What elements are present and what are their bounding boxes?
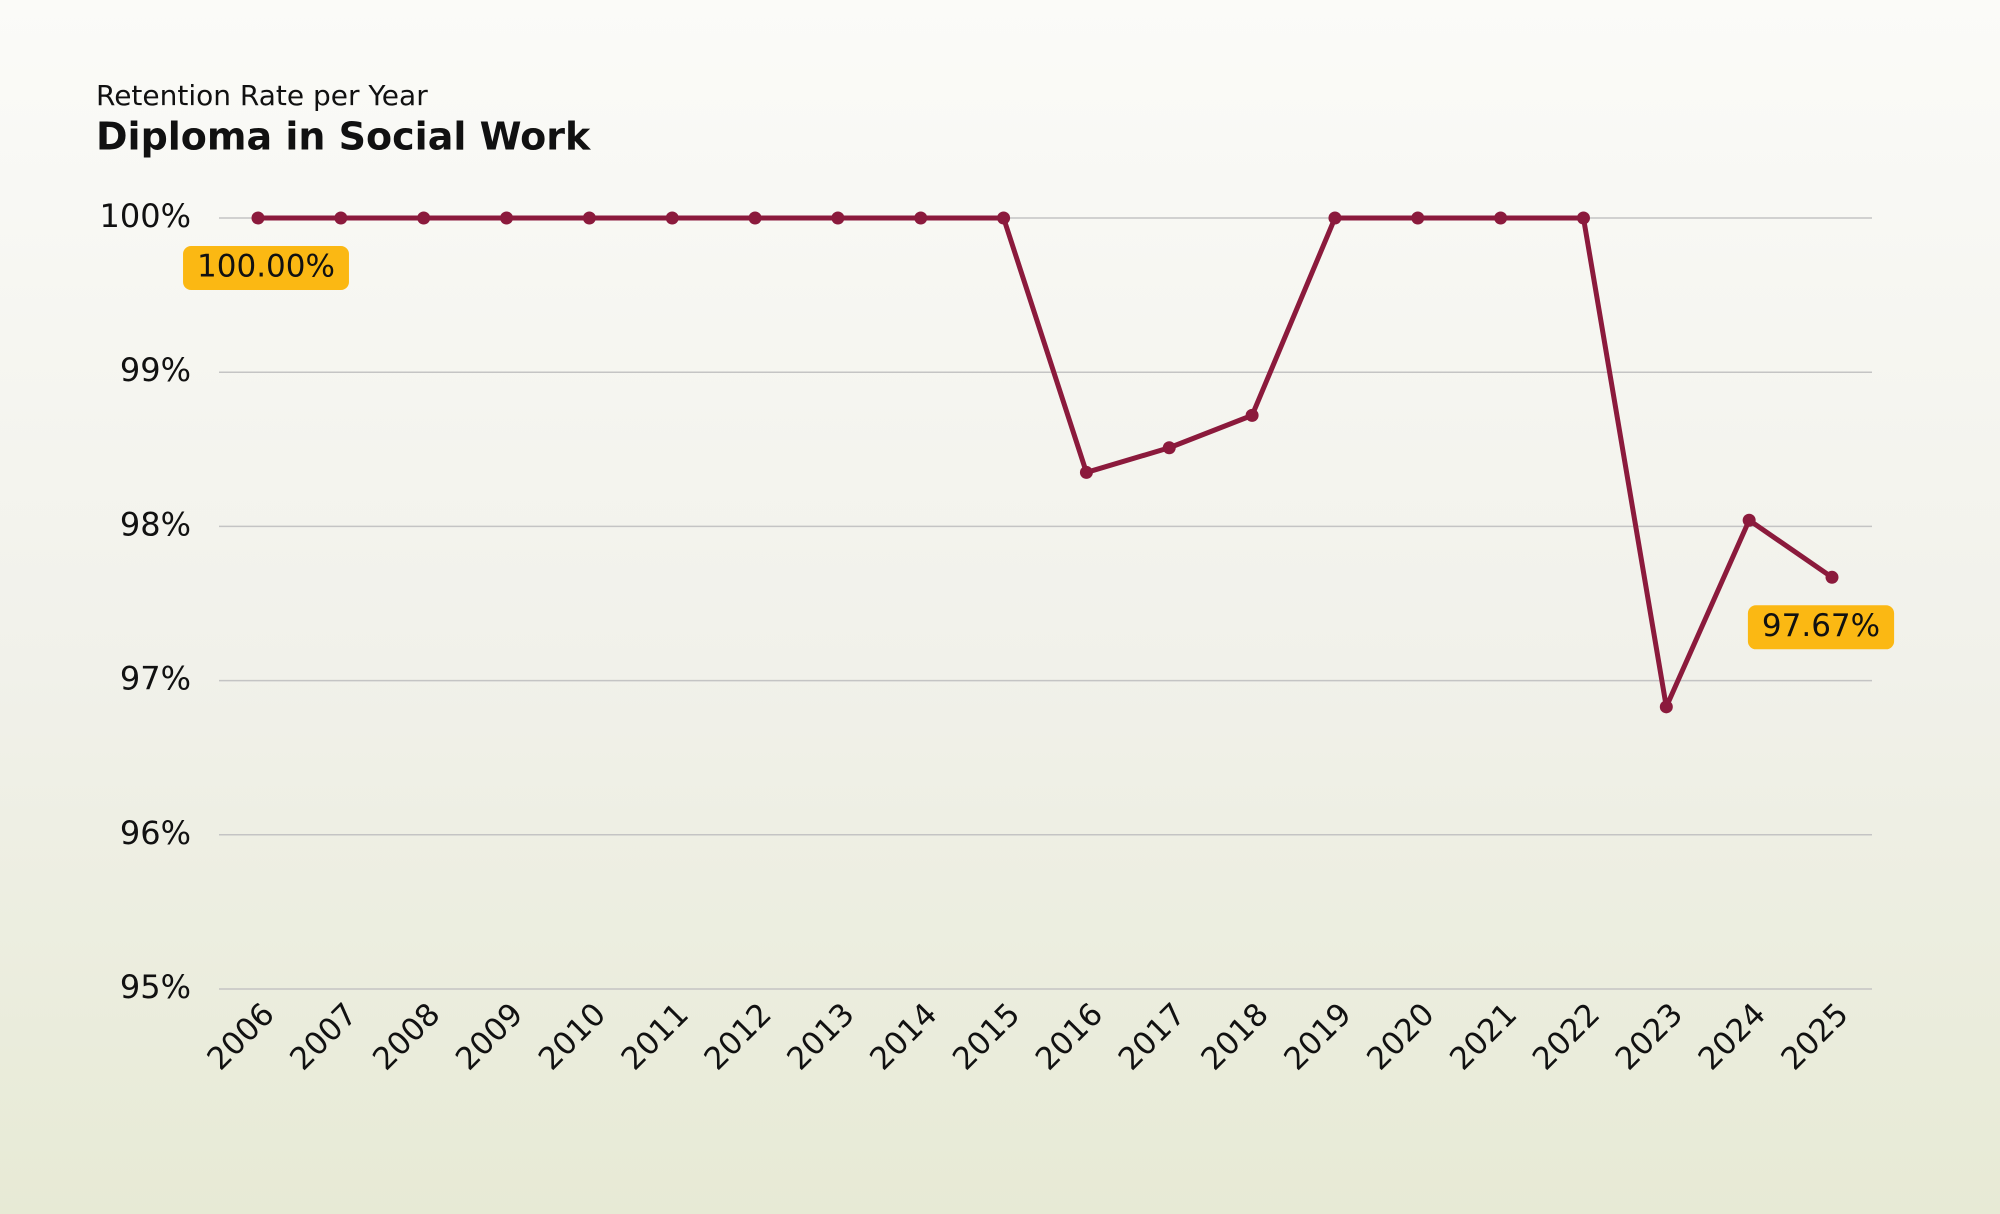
point (1494, 211, 1508, 225)
point (1245, 408, 1259, 422)
y-tick-label: 96% (120, 814, 191, 852)
point (417, 211, 431, 225)
y-tick-label: 100% (100, 197, 191, 235)
point (1079, 465, 1093, 479)
point (997, 211, 1011, 225)
point (582, 211, 596, 225)
line (258, 215, 1834, 710)
point (1328, 211, 1342, 225)
value-label-text: 97.67% (1762, 608, 1880, 644)
point (251, 211, 265, 225)
value-label: 100.00% (183, 246, 349, 290)
point (665, 211, 679, 225)
point (334, 211, 348, 225)
point (1576, 211, 1590, 225)
value-label-text: 100.00% (197, 249, 335, 285)
value-label-box (183, 246, 349, 290)
point (1825, 570, 1839, 584)
value-label: 97.67% (1747, 605, 1895, 650)
point (1411, 211, 1425, 225)
chart-subtitle: Retention Rate per Year (96, 79, 428, 112)
point (1659, 700, 1673, 714)
point (1742, 513, 1756, 527)
chart-title: Diploma in Social Work (96, 115, 591, 159)
point (914, 211, 928, 225)
point (831, 211, 845, 225)
y-tick-label: 95% (120, 968, 191, 1006)
point (1162, 441, 1176, 455)
value-label-box (1747, 605, 1895, 650)
y-tick-label: 98% (120, 505, 191, 543)
point (748, 211, 762, 225)
y-tick-label: 99% (120, 351, 191, 389)
y-tick-label: 97% (120, 660, 191, 698)
point (500, 211, 514, 225)
